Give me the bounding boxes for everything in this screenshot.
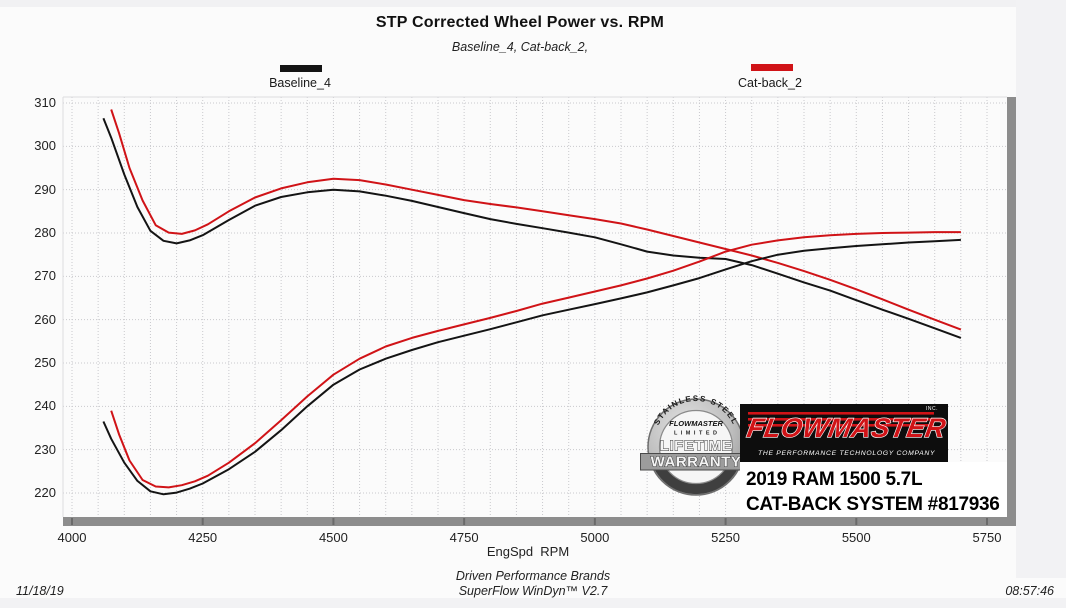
badge-lifetime-text: LIFETIME (660, 438, 732, 455)
chart-subtitle: Baseline_4, Cat-back_2, (451, 40, 589, 54)
badge-brand-text: FLOWMASTER (669, 419, 723, 428)
y-tick-label: 310 (34, 95, 56, 110)
y-tick-label: 300 (34, 138, 56, 154)
top-edge-strip (0, 0, 1066, 7)
footer-software-line: SuperFlow WinDyn™ V2.7 (458, 584, 608, 598)
logo-inc-text: INC. (926, 406, 938, 412)
vehicle-line1: 2019 RAM 1500 5.7L (746, 469, 923, 490)
right-edge-strip (1016, 0, 1066, 578)
legend-swatch-catback (751, 64, 793, 71)
logo-brand-text: FLOWMASTER (745, 412, 949, 443)
y-tick-label: 240 (34, 398, 56, 414)
badge-limited-text: L I M I T E D (674, 431, 718, 437)
vehicle-info-box: 2019 RAM 1500 5.7L CAT-BACK SYSTEM #8179… (740, 462, 1007, 517)
lifetime-warranty-badge: STAINLESS STEEL FLOWMASTER L I M I T E D… (640, 394, 752, 496)
legend-label-catback: Cat-back_2 (738, 76, 802, 90)
x-tick-label: 4750 (449, 530, 479, 545)
footer-brand-line: Driven Performance Brands (455, 569, 611, 583)
bottom-edge-strip (0, 598, 1066, 608)
x-tick-label: 4000 (57, 530, 87, 545)
y-tick-label: 270 (34, 268, 56, 284)
footer-time: 08:57:46 (1005, 584, 1054, 598)
x-tick-label: 4500 (318, 530, 348, 545)
y-tick-label: 280 (34, 225, 56, 240)
y-tick-label: 250 (34, 355, 56, 370)
y-tick-label: 230 (34, 441, 56, 457)
badge-warranty-text: WARRANTY (651, 454, 742, 471)
y-tick-label: 260 (34, 311, 56, 327)
x-tick-label: 4250 (188, 530, 218, 545)
legend-label-baseline: Baseline_4 (269, 76, 331, 90)
x-tick-label: 5750 (972, 530, 1002, 545)
x-tick-label: 5250 (711, 530, 741, 545)
footer-date: 11/18/19 (16, 584, 64, 598)
logo-tagline-text: THE PERFORMANCE TECHNOLOGY COMPANY (758, 450, 935, 457)
vehicle-line2: CAT-BACK SYSTEM #817936 (746, 494, 1000, 515)
legend-swatch-baseline (280, 65, 322, 72)
x-tick-label: 5500 (841, 530, 871, 545)
chart-title: STP Corrected Wheel Power vs. RPM (375, 14, 665, 31)
x-axis-label: EngSpd RPM (486, 544, 570, 559)
y-tick-label: 220 (34, 485, 56, 500)
flowmaster-logo: INC. FLOWMASTER THE PERFORMANCE TECHNOLO… (740, 404, 949, 462)
x-tick-label: 5000 (580, 530, 610, 545)
y-tick-label: 290 (34, 181, 56, 197)
